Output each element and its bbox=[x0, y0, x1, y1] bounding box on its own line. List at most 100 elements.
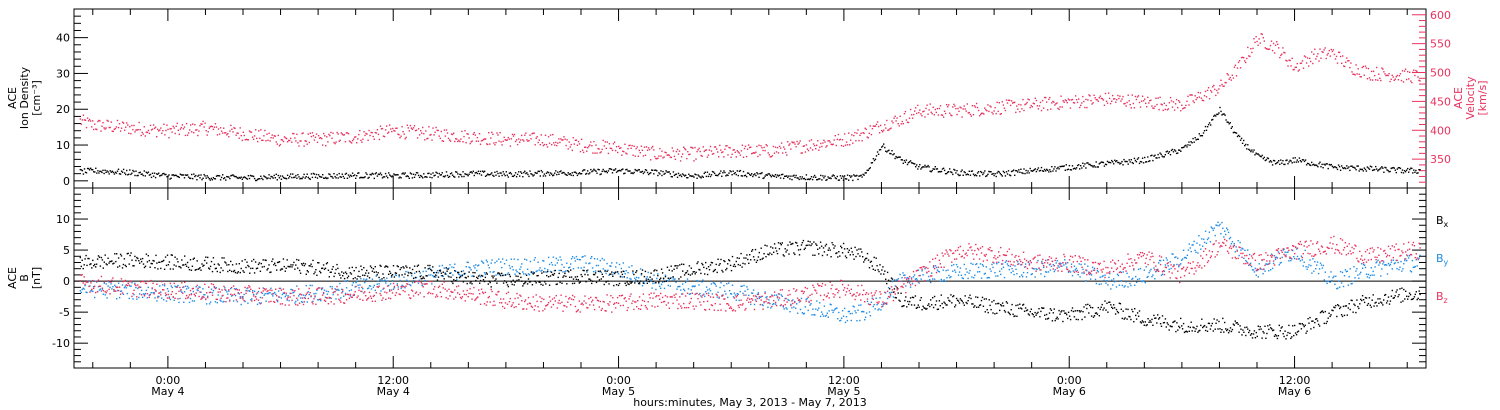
density-series-point bbox=[113, 173, 116, 175]
velocity-series-point bbox=[795, 146, 797, 148]
by-series-point bbox=[1040, 273, 1042, 275]
by-series-point bbox=[819, 315, 822, 318]
density-series-point bbox=[133, 170, 135, 173]
density-series-point bbox=[208, 178, 210, 180]
velocity-series-point bbox=[1316, 55, 1318, 58]
by-series-point bbox=[1039, 269, 1041, 271]
by-series-point bbox=[911, 283, 914, 285]
density-series-point bbox=[407, 175, 409, 178]
density-series-point bbox=[363, 176, 365, 179]
velocity-series-point bbox=[585, 146, 587, 148]
by-series-point bbox=[367, 287, 370, 289]
density-series-point bbox=[382, 176, 385, 178]
bz-series-point bbox=[446, 290, 448, 292]
bz-series-point bbox=[95, 280, 98, 283]
density-series-point bbox=[602, 168, 604, 171]
velocity-series-point bbox=[234, 127, 236, 130]
velocity-series-point bbox=[820, 142, 822, 145]
velocity-series-point bbox=[1224, 81, 1226, 84]
by-series-point bbox=[635, 279, 637, 281]
velocity-series-point bbox=[591, 145, 593, 147]
velocity-series-point bbox=[965, 110, 967, 112]
by-series-point bbox=[459, 275, 462, 277]
by-series-point bbox=[689, 293, 692, 295]
by-series-point bbox=[1350, 283, 1352, 285]
velocity-series-point bbox=[1101, 98, 1104, 100]
velocity-series-point bbox=[523, 140, 525, 142]
by-series-point bbox=[316, 289, 318, 291]
density-series-point bbox=[259, 178, 261, 180]
bz-series-point bbox=[700, 304, 702, 306]
density-series-point bbox=[704, 171, 706, 173]
density-series-point bbox=[1048, 171, 1050, 173]
by-series-point bbox=[670, 277, 672, 279]
velocity-series-point bbox=[875, 123, 878, 126]
by-series-point bbox=[564, 271, 566, 273]
bz-series-point bbox=[509, 297, 511, 300]
bz-series-point bbox=[248, 285, 250, 287]
by-series-point bbox=[680, 289, 682, 291]
density-series-point bbox=[644, 169, 647, 171]
by-series-point bbox=[1023, 266, 1026, 268]
by-series-point bbox=[1160, 274, 1163, 276]
velocity-series-point bbox=[185, 122, 188, 125]
bz-series-point bbox=[249, 286, 251, 288]
velocity-series-point bbox=[620, 147, 622, 149]
density-series-point bbox=[192, 177, 194, 180]
bz-series-point bbox=[328, 296, 330, 299]
bz-series-point bbox=[425, 283, 427, 285]
velocity-series-point bbox=[1258, 38, 1260, 40]
by-series-point bbox=[625, 270, 627, 272]
density-series-point bbox=[819, 178, 821, 180]
bz-series-point bbox=[652, 297, 654, 299]
by-series-point bbox=[140, 289, 143, 292]
velocity-series-point bbox=[506, 139, 508, 141]
by-series-point bbox=[303, 297, 306, 299]
density-series-point bbox=[754, 173, 756, 175]
by-series-point bbox=[138, 296, 140, 299]
velocity-series-point bbox=[511, 133, 514, 136]
by-series-point bbox=[409, 283, 411, 286]
by-series-point bbox=[1299, 260, 1302, 262]
by-series-point bbox=[948, 274, 950, 277]
by-series-point bbox=[982, 265, 985, 267]
by-series-point bbox=[934, 265, 937, 267]
by-series-point bbox=[940, 278, 942, 281]
density-series-point bbox=[486, 174, 488, 177]
velocity-series-point bbox=[559, 141, 561, 144]
by-series-point bbox=[816, 300, 818, 302]
bz-series-point bbox=[183, 286, 185, 288]
by-series-point bbox=[181, 291, 183, 293]
bz-series-point bbox=[124, 279, 126, 282]
density-series-point bbox=[326, 177, 328, 180]
density-series-point bbox=[949, 168, 951, 170]
density-series-point bbox=[360, 176, 362, 179]
bz-series-point bbox=[137, 284, 139, 286]
bz-series-point bbox=[208, 286, 210, 288]
by-series-point bbox=[1048, 264, 1051, 266]
density-series-point bbox=[863, 174, 865, 176]
bz-series-point bbox=[579, 311, 581, 313]
by-series-point bbox=[1177, 257, 1179, 259]
velocity-series-point bbox=[207, 131, 209, 133]
density-series-point bbox=[135, 170, 137, 172]
velocity-series-point bbox=[739, 154, 742, 156]
velocity-series-point bbox=[1355, 64, 1357, 66]
bz-series-point bbox=[530, 305, 533, 307]
by-series-point bbox=[129, 285, 131, 287]
velocity-series-point bbox=[1290, 65, 1292, 67]
by-series-point bbox=[823, 305, 826, 307]
by-series-point bbox=[789, 311, 791, 313]
density-series-point bbox=[83, 168, 86, 170]
top-right-tick-label: 550 bbox=[1430, 38, 1451, 51]
bz-series-point bbox=[411, 290, 414, 292]
velocity-series-point bbox=[184, 134, 187, 137]
by-series-point bbox=[490, 262, 492, 264]
velocity-series-point bbox=[426, 138, 428, 140]
velocity-series-point bbox=[488, 132, 490, 134]
by-series-point bbox=[471, 275, 473, 277]
bz-series-point bbox=[549, 300, 552, 302]
velocity-series-point bbox=[780, 142, 783, 144]
bz-series-point bbox=[180, 289, 182, 291]
velocity-series-point bbox=[441, 140, 443, 142]
